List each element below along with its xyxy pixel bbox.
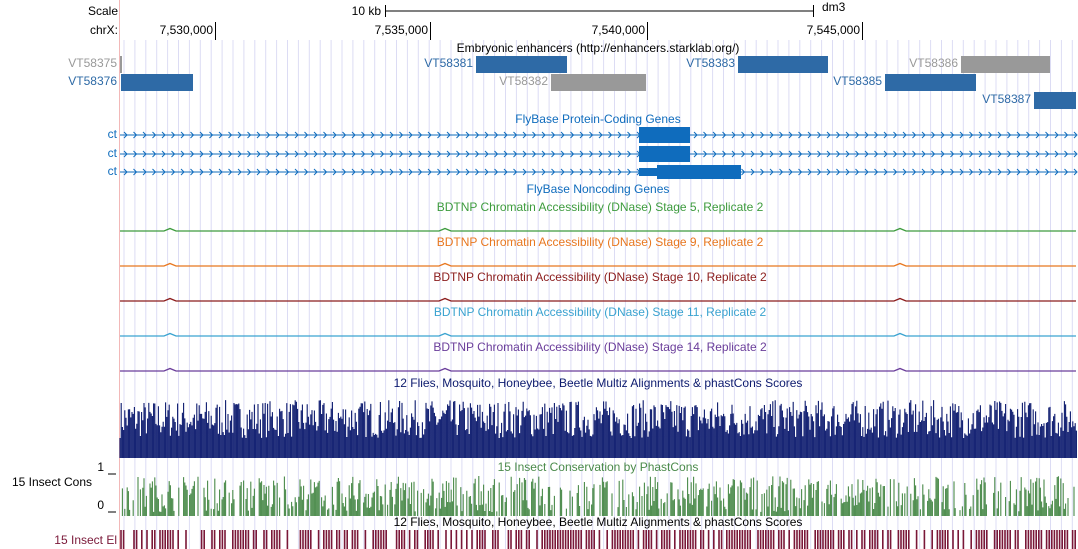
signal — [120, 297, 1076, 302]
enhancer-label: VT58376 — [68, 74, 117, 88]
cons-wiggle — [121, 476, 1075, 516]
track-title: Embryonic enhancers (http://enhancers.st… — [457, 41, 740, 55]
assembly: dm3 — [822, 0, 846, 14]
elements — [120, 530, 1076, 549]
ruler-position: 7,535,000 — [375, 23, 429, 37]
track-title: BDTNP Chromatin Accessibility (DNase) St… — [433, 270, 767, 284]
exon — [657, 165, 741, 179]
track-title: FlyBase Noncoding Genes — [527, 182, 670, 196]
enhancer — [120, 56, 122, 73]
side-label: 15 Insect Cons — [12, 475, 92, 489]
enhancer-label: VT58375 — [68, 56, 117, 70]
side-label: 15 Insect El — [54, 533, 117, 547]
enhancer — [885, 74, 976, 91]
gene-name: ct — [108, 146, 118, 160]
enhancer-label: VT58381 — [424, 56, 473, 70]
gene-name: ct — [108, 127, 118, 141]
scale-label: Scale — [88, 4, 118, 18]
grid — [123, 40, 1073, 549]
track-title: 12 Flies, Mosquito, Honeybee, Beetle Mul… — [394, 515, 803, 529]
axis-min: 0 — [97, 498, 104, 512]
enhancer-label: VT58385 — [833, 74, 882, 88]
axis-max: 1 — [97, 460, 104, 474]
enhancer-label: VT58383 — [686, 56, 735, 70]
ruler-position: 7,545,000 — [807, 23, 861, 37]
track-title: BDTNP Chromatin Accessibility (DNase) St… — [434, 305, 767, 319]
signal — [120, 262, 1076, 267]
track-title: BDTNP Chromatin Accessibility (DNase) St… — [433, 340, 767, 354]
gene-name: ct — [108, 164, 118, 178]
signal — [120, 227, 1076, 232]
enhancer — [551, 74, 646, 91]
track-title: 15 Insect Conservation by PhastCons — [498, 460, 699, 474]
track-title: FlyBase Protein-Coding Genes — [515, 112, 680, 126]
enhancer — [476, 56, 567, 73]
ruler-position: 7,530,000 — [160, 23, 214, 37]
track-title: BDTNP Chromatin Accessibility (DNase) St… — [437, 200, 764, 214]
exon — [639, 146, 690, 162]
enhancer — [961, 56, 1050, 73]
enhancer — [738, 56, 828, 73]
enhancer — [1034, 92, 1076, 109]
ruler-position: 7,540,000 — [592, 23, 646, 37]
enhancer — [121, 74, 193, 91]
exon — [639, 127, 690, 143]
signal — [120, 367, 1076, 372]
enhancer-label: VT58387 — [982, 92, 1031, 106]
scale-span: 10 kb — [352, 4, 382, 18]
chrom-label: chrX: — [90, 23, 118, 37]
track-title: BDTNP Chromatin Accessibility (DNase) St… — [437, 235, 764, 249]
enhancer-label: VT58382 — [499, 74, 548, 88]
multiz-wiggle — [119, 400, 1077, 458]
track-title: 12 Flies, Mosquito, Honeybee, Beetle Mul… — [394, 376, 803, 390]
signal — [120, 332, 1076, 337]
enhancer-label: VT58386 — [909, 56, 958, 70]
